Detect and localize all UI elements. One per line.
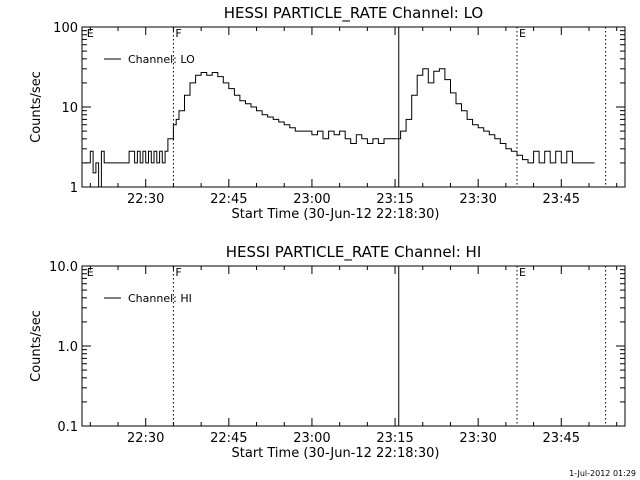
event-marker-label: E [519, 266, 526, 279]
event-marker-label: E [519, 27, 526, 40]
series-line [84, 68, 595, 188]
x-tick-label: 23:15 [376, 431, 413, 446]
lo-channel-panel: HESSI PARTICLE_RATE Channel: LO 1 10 100 22:… [29, 4, 626, 222]
x-tick-label: 22:45 [210, 431, 247, 446]
legend: Channel: LO [104, 53, 195, 66]
x-tick-label: 23:00 [293, 431, 330, 446]
event-marker-label: E [87, 27, 94, 40]
chart-title: HESSI PARTICLE_RATE Channel: LO [224, 4, 483, 23]
y-tick-label: 10.0 [49, 260, 78, 275]
y-tick-label: 1.0 [57, 340, 78, 355]
legend: Channel: HI [104, 292, 192, 305]
x-tick-label: 22:30 [127, 431, 164, 446]
chart-title: HESSI PARTICLE_RATE Channel: HI [226, 243, 482, 262]
y-tick-label: 100 [53, 21, 78, 36]
x-tick-label: 23:30 [459, 431, 496, 446]
y-axis-label: Counts/sec [29, 71, 44, 143]
y-axis-label: Counts/sec [29, 310, 44, 382]
legend-entry: Channel: HI [128, 292, 192, 305]
x-tick-label: 23:15 [376, 192, 413, 207]
x-tick-label: 23:45 [543, 431, 580, 446]
plot-frame [81, 265, 626, 427]
x-axis-label: Start Time (30-Jun-12 22:18:30) [232, 446, 440, 461]
event-marker-label: F [175, 266, 181, 279]
x-tick-label: 23:00 [293, 192, 330, 207]
legend-entry: Channel: LO [128, 53, 195, 66]
y-tick-label: 0.1 [57, 420, 78, 435]
hi-channel-panel: HESSI PARTICLE_RATE Channel: HI 0.1 1.0 10.… [29, 243, 626, 461]
y-tick-label: 10 [61, 101, 78, 116]
event-marker-label: F [175, 27, 181, 40]
x-axis-label: Start Time (30-Jun-12 22:18:30) [232, 207, 440, 222]
x-tick-label: 23:30 [459, 192, 496, 207]
x-tick-label: 22:30 [127, 192, 164, 207]
timestamp-footer: 1-Jul-2012 01:29 [569, 469, 636, 478]
x-tick-label: 23:45 [543, 192, 580, 207]
y-tick-label: 1 [70, 181, 78, 196]
event-marker-label: E [87, 266, 94, 279]
x-tick-label: 22:45 [210, 192, 247, 207]
